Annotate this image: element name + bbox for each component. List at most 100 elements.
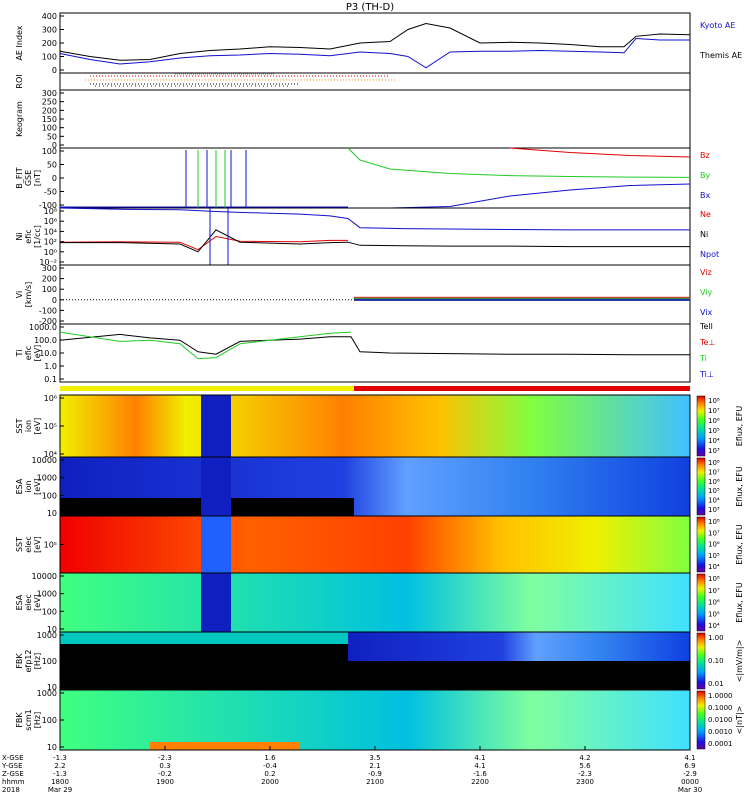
colorbar-tick-label: 10³ <box>708 506 720 514</box>
y-axis-label: [eV] <box>33 536 42 553</box>
colorbar-tick-label: 10⁶ <box>708 417 720 425</box>
x-tick-value: -1.6 <box>473 770 487 778</box>
panel-frame <box>59 12 691 74</box>
colorbar-tick-label: 0.01 <box>708 680 724 688</box>
y-tick-label: 0 <box>52 296 57 305</box>
spectrogram-band <box>348 632 690 661</box>
spectrogram-fill <box>60 395 690 457</box>
y-tick-label: 10 <box>47 625 57 634</box>
y-tick-label: 1.0 <box>44 362 57 371</box>
colorbar <box>696 690 706 750</box>
y-tick-label: 10⁵ <box>44 541 57 550</box>
x-tick-value: -1.3 <box>53 770 67 778</box>
y-tick-label: 250 <box>42 98 57 107</box>
row-label: X-GSE <box>2 754 24 762</box>
x-tick-time: 2100 <box>366 778 384 786</box>
velocity-band <box>354 298 690 301</box>
y-tick-label: 10⁻² <box>39 258 57 267</box>
y-tick-label: 10000 <box>32 456 57 465</box>
y-axis-label: Keogram <box>15 101 24 137</box>
colorbar-tick-label: 10⁴ <box>708 437 720 445</box>
y-axis-label: [km/s] <box>24 282 33 308</box>
x-tick-time: 1800 <box>51 778 69 786</box>
colorbar-label: Eflux, EFU <box>735 524 744 565</box>
y-axis-label: ESA <box>15 594 24 610</box>
y-tick-label: 10⁶ <box>44 217 57 226</box>
y-axis-label: efp12 <box>24 650 33 673</box>
y-tick-label: 100 <box>42 147 57 156</box>
x-tick-value: -0.4 <box>263 762 277 770</box>
y-tick-label: 300 <box>42 89 57 98</box>
colorbar-tick-label: 10⁴ <box>708 497 720 505</box>
colorbar-tick-label: 10⁷ <box>708 587 720 595</box>
y-tick-label: 1000 <box>37 689 57 698</box>
legend-By: By <box>700 171 710 180</box>
mode-bar-fast <box>354 386 690 391</box>
y-tick-label: 1000 <box>37 590 57 599</box>
spectrogram-dropout <box>201 395 231 457</box>
y-axis-label: ESA <box>15 478 24 494</box>
x-tick-value: 3.5 <box>369 754 380 762</box>
y-tick-label: 100 <box>42 53 57 62</box>
x-tick-date: Mar 30 <box>678 786 702 794</box>
colorbar-label: Eflux, EFU <box>735 582 744 623</box>
y-tick-label: 50 <box>47 132 57 141</box>
spectrogram-dropout <box>201 573 231 632</box>
x-tick-value: 1.6 <box>264 754 276 762</box>
y-axis-label: efic <box>24 346 33 360</box>
y-tick-label: -100 <box>39 201 57 210</box>
legend-Bx: Bx <box>700 191 710 200</box>
colorbar-tick-label: 10³ <box>708 447 720 455</box>
x-tick-value: 0.3 <box>159 762 170 770</box>
y-tick-label: 200 <box>42 39 57 48</box>
y-axis-label: SST <box>15 537 24 552</box>
colorbar <box>696 632 706 690</box>
colorbar-tick-label: 0.10 <box>708 657 724 665</box>
colorbar-tick-label: 0.1000 <box>708 704 733 712</box>
series-line <box>59 235 348 251</box>
legend-Tell: Tell <box>699 322 713 331</box>
y-tick-label: 400 <box>42 12 57 21</box>
y-tick-label: 300 <box>42 26 57 35</box>
colorbar-label: Eflux, EFU <box>735 406 744 447</box>
y-axis-label: [eV] <box>33 418 42 435</box>
y-axis-label: [Hz] <box>33 712 42 728</box>
series-line <box>59 333 690 356</box>
y-tick-label: 10² <box>44 238 57 247</box>
series-line <box>347 147 691 178</box>
series-line <box>59 331 352 360</box>
y-tick-label: 10⁴ <box>44 227 57 236</box>
legend-Ne: Ne <box>700 210 711 219</box>
legend-Te⊥: Te⊥ <box>699 338 715 347</box>
colorbar-label: Eflux, EFU <box>735 466 744 507</box>
series-line <box>60 229 690 253</box>
y-tick-label: 10 <box>47 683 57 692</box>
colorbar-tick-label: 0.0001 <box>708 740 733 748</box>
x-tick-value: 0.2 <box>264 770 275 778</box>
y-axis-label: AE Index <box>15 25 24 60</box>
y-axis-label: [1/cc] <box>33 225 42 248</box>
spectrogram-fill <box>60 573 690 632</box>
legend-Vix: Vix <box>700 308 713 317</box>
y-axis-label: [Hz] <box>33 653 42 669</box>
colorbar-tick-label: 0.0010 <box>708 728 733 736</box>
y-tick-label: 100 <box>42 491 57 500</box>
row-label: 2018 <box>2 786 20 794</box>
y-tick-label: 100 <box>42 657 57 666</box>
spectrogram-dropout <box>201 516 231 573</box>
y-axis-label: elec <box>24 594 33 610</box>
legend-Ni: Ni <box>700 230 708 239</box>
x-tick-time: 0000 <box>681 778 699 786</box>
y-tick-label: 50 <box>47 161 57 170</box>
colorbar-tick-label: 1.0000 <box>708 692 733 700</box>
colorbar-label: <|mV/m|> <box>735 640 744 683</box>
x-tick-date: Mar 29 <box>48 786 72 794</box>
y-axis-label: [nT] <box>33 170 42 186</box>
y-tick-label: 100 <box>42 124 57 133</box>
y-axis-label: Vi <box>15 291 24 299</box>
legend-themis: Themis AE <box>699 51 742 60</box>
x-tick-value: 4.1 <box>474 762 485 770</box>
y-axis-label: elec <box>24 536 33 552</box>
colorbar-tick-label: 10⁴ <box>708 563 720 571</box>
